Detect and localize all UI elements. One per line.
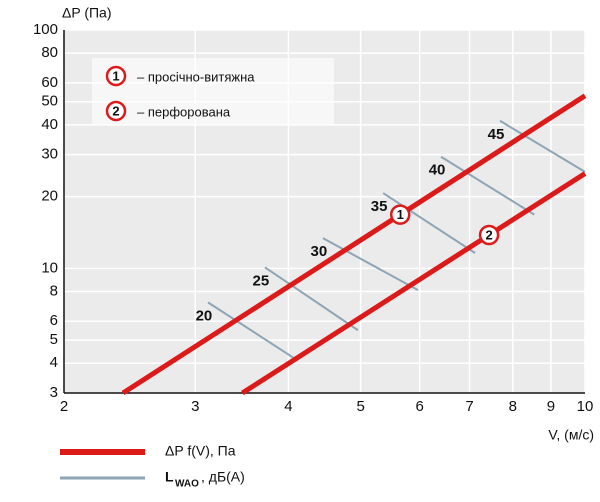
line-marker-label: 1 — [397, 207, 404, 222]
legend-box-text: – перфорована — [137, 104, 231, 119]
x-axis-title: V, (м/с) — [548, 427, 594, 443]
noise-line — [499, 119, 586, 173]
y-tick-label: 60 — [41, 74, 58, 91]
legend-pressure: ΔP f(V), Па — [165, 443, 236, 459]
legend-box-text: – просічно-витяжна — [137, 69, 255, 84]
y-tick-label: 3 — [50, 384, 58, 401]
y-tick-label: 80 — [41, 44, 58, 61]
line-marker — [105, 65, 127, 87]
y-tick-label: 8 — [50, 282, 58, 299]
noise-line — [207, 301, 299, 362]
line-marker-label: 2 — [112, 103, 119, 118]
x-tick-label: 5 — [356, 398, 364, 415]
line-marker — [105, 100, 127, 122]
x-tick-label: 6 — [415, 398, 423, 415]
legend-noise-sub: WAO — [175, 479, 199, 490]
x-tick-label: 8 — [509, 398, 517, 415]
pressure-line — [241, 171, 587, 396]
noise-label: 40 — [429, 162, 446, 179]
line-marker-label: 1 — [112, 68, 119, 83]
noise-label: 30 — [311, 243, 328, 260]
noise-label: 45 — [488, 126, 505, 143]
y-tick-label: 100 — [33, 21, 58, 38]
line-marker-label: 2 — [485, 227, 492, 242]
x-tick-label: 3 — [191, 398, 199, 415]
x-tick-label: 2 — [60, 398, 68, 415]
y-tick-label: 50 — [41, 93, 58, 110]
noise-line — [322, 237, 419, 292]
y-tick-label: 40 — [41, 116, 58, 133]
x-tick-label: 10 — [577, 398, 594, 415]
y-tick-label: 4 — [50, 354, 58, 371]
noise-line — [440, 155, 535, 216]
x-tick-label: 7 — [465, 398, 473, 415]
x-tick-label: 9 — [547, 398, 555, 415]
y-tick-label: 10 — [41, 259, 58, 276]
noise-label: 35 — [371, 198, 388, 215]
y-tick-label: 30 — [41, 146, 58, 163]
noise-line — [382, 192, 476, 254]
y-axis-title: ΔP (Па) — [62, 5, 112, 21]
noise-label: 20 — [196, 307, 213, 324]
line-marker — [389, 204, 411, 225]
legend-noise: L — [165, 469, 174, 485]
y-tick-label: 20 — [41, 188, 58, 205]
x-tick-label: 4 — [284, 398, 292, 415]
line-marker — [478, 224, 500, 246]
noise-label: 25 — [253, 272, 270, 289]
legend-noise-rest: , дБ(А) — [201, 469, 245, 485]
noise-line — [264, 266, 359, 332]
pressure-line — [121, 93, 587, 396]
legend-box — [92, 58, 334, 124]
y-tick-label: 6 — [50, 312, 58, 329]
y-tick-label: 5 — [50, 331, 58, 348]
